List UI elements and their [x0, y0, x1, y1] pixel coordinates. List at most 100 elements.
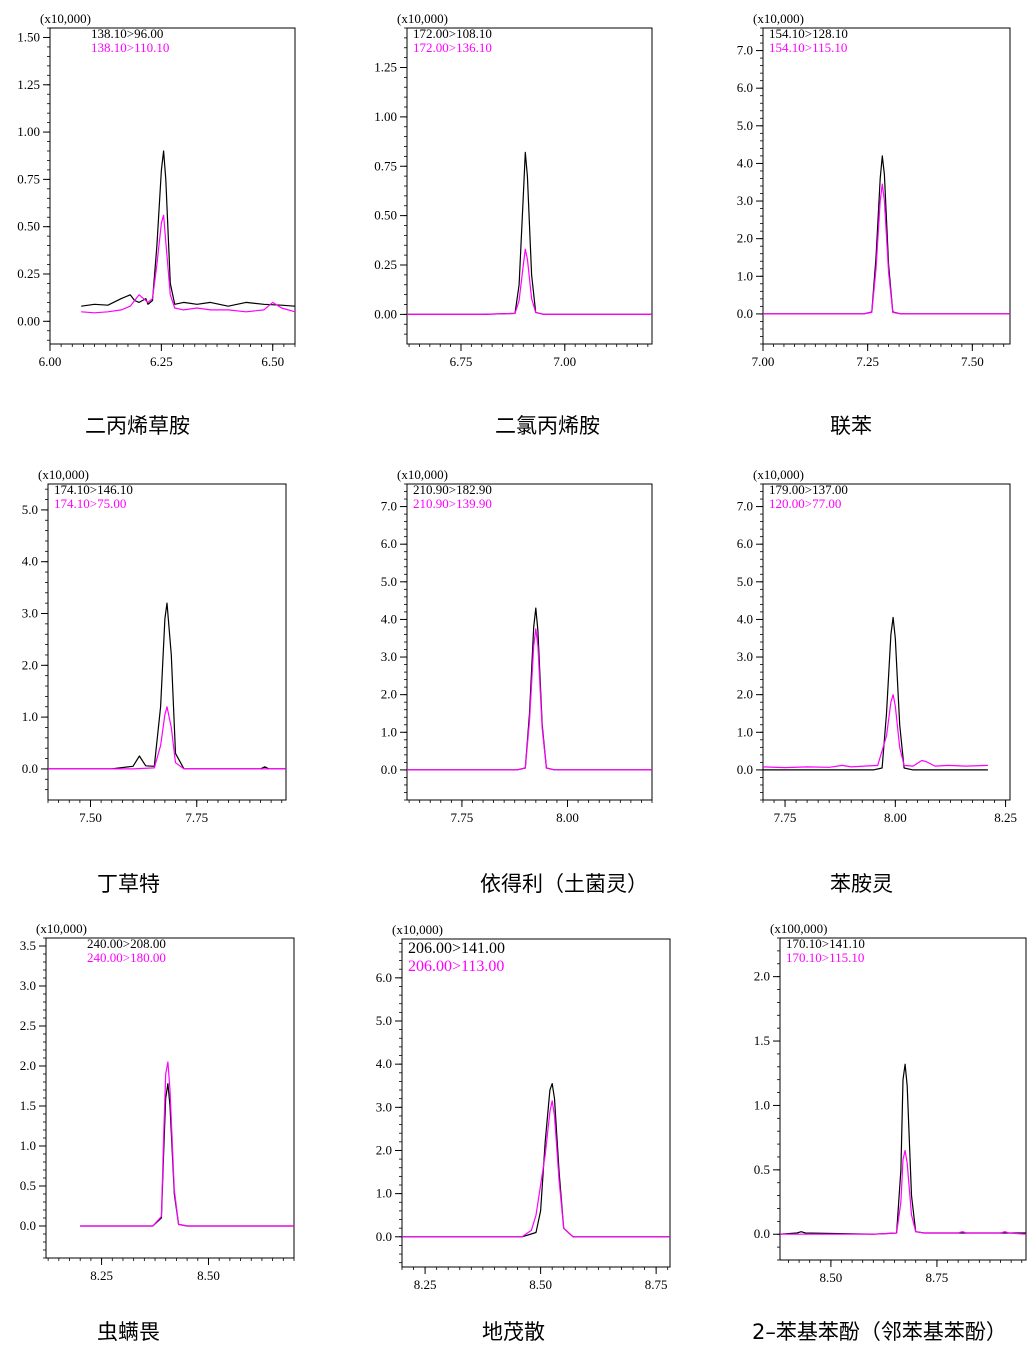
y-tick-label: 0.0 — [737, 762, 753, 777]
y-tick-label: 5.0 — [22, 502, 38, 517]
y-tick-label: 0.75 — [17, 171, 40, 186]
plot-frame — [401, 938, 671, 1268]
legend-entry-1: 210.90>182.90 — [413, 482, 492, 497]
y-tick-label: 2.0 — [381, 687, 397, 702]
y-tick-label: 6.0 — [376, 970, 392, 985]
series-line-1 — [407, 607, 652, 771]
y-tick-label: 0.75 — [374, 158, 397, 173]
y-tick-label: 0.00 — [17, 313, 40, 328]
y-tick-label: 3.0 — [22, 606, 38, 621]
y-tick-label: 1.00 — [374, 109, 397, 124]
series-line-1 — [407, 151, 652, 315]
legend-entry-1: 138.10>96.00 — [91, 26, 163, 41]
x-tick-label: 8.50 — [529, 1277, 552, 1292]
legend-entry-1: 206.00>141.00 — [408, 940, 505, 957]
series-line-2 — [407, 628, 652, 771]
y-tick-label: 2.0 — [376, 1142, 392, 1157]
y-tick-label: 2.0 — [22, 657, 38, 672]
legend-entry-1: 240.00>208.00 — [87, 936, 166, 951]
x-tick-label: 7.25 — [856, 354, 879, 369]
y-tick-label: 6.0 — [737, 80, 753, 95]
chart-svg-1: 6.00 6.25 6.50 0.00 0.25 0.50 0.75 1.00 1.25 1.50… — [17, 11, 296, 369]
legend-entry-2: 154.10>115.10 — [769, 40, 847, 55]
x-tick-label: 7.75 — [451, 810, 474, 825]
y-tick-label: 0.5 — [754, 1162, 770, 1177]
y-tick-label: 1.0 — [737, 268, 753, 283]
plot-frame — [779, 937, 1027, 1261]
legend-entry-1: 174.10>146.10 — [54, 482, 133, 497]
y-tick-label: 4.0 — [737, 611, 753, 626]
legend-entry-2: 120.00>77.00 — [769, 496, 841, 511]
series-line-2 — [780, 1149, 1027, 1235]
legend-entry-2: 174.10>75.00 — [54, 496, 126, 511]
y-tick-label: 5.0 — [381, 574, 397, 589]
x-tick-label: 6.00 — [39, 354, 62, 369]
chromatogram-panel-4: 7.50 7.75 0.0 1.0 2.0 3.0 4.0 5.0 (x10,000) 174.1… — [0, 458, 340, 903]
chart-caption-6: 苯胺灵 — [830, 872, 893, 896]
y-scale-label: (x10,000) — [753, 11, 804, 26]
series-line-1 — [779, 1063, 1026, 1235]
chart-svg-8: 8.25 8.50 8.75 0.0 1.0 2.0 3.0 4.0 5.0 6.0 (x10,00… — [376, 922, 671, 1292]
y-tick-label: 0.0 — [737, 306, 753, 321]
legend-entry-1: 154.10>128.10 — [769, 26, 848, 41]
y-tick-label: 3.0 — [737, 193, 753, 208]
y-scale-label: (x10,000) — [397, 11, 448, 26]
legend-entry-1: 170.10>141.10 — [786, 936, 865, 951]
y-tick-label: 0.5 — [20, 1178, 36, 1193]
y-tick-label: 5.0 — [376, 1013, 392, 1028]
chromatogram-panel-6: 7.75 8.00 8.25 0.0 1.0 2.0 3.0 4.0 5.0 6.0 7.0 (x10… — [700, 458, 1031, 903]
y-tick-label: 3.0 — [20, 978, 36, 993]
y-tick-label: 6.0 — [381, 536, 397, 551]
y-tick-label: 3.5 — [20, 938, 36, 953]
y-tick-label: 5.0 — [737, 574, 753, 589]
series-line-2 — [48, 706, 286, 770]
y-tick-label: 2.0 — [737, 687, 753, 702]
y-tick-label: 0.00 — [374, 306, 397, 321]
y-tick-label: 2.0 — [20, 1058, 36, 1073]
chart-caption-7: 虫螨畏 — [97, 1320, 160, 1344]
y-tick-label: 7.0 — [381, 499, 397, 514]
plot-frame — [406, 483, 653, 801]
chart-svg-6: 7.75 8.00 8.25 0.0 1.0 2.0 3.0 4.0 5.0 6.0 7.0 (x10… — [737, 467, 1017, 825]
y-tick-label: 3.0 — [381, 649, 397, 664]
y-tick-label: 7.0 — [737, 499, 753, 514]
x-tick-label: 8.25 — [90, 1268, 113, 1283]
y-tick-label: 7.0 — [737, 43, 753, 58]
plot-frame — [406, 27, 653, 345]
chart-caption-1: 二丙烯草胺 — [85, 414, 190, 438]
y-tick-label: 4.0 — [22, 554, 38, 569]
series-line-1 — [763, 616, 988, 771]
chart-svg-3: 7.00 7.25 7.50 0.0 1.0 2.0 3.0 4.0 5.0 6.0 7.0 (x10… — [737, 11, 1011, 369]
chart-caption-2: 二氯丙烯胺 — [495, 414, 600, 438]
chart-caption-9: 2–苯基苯酚（邻苯基苯酚） — [752, 1320, 1007, 1344]
x-tick-label: 7.00 — [553, 354, 576, 369]
legend-entry-2: 170.10>115.10 — [786, 950, 864, 965]
plot-frame — [762, 27, 1011, 345]
chromatogram-panel-8: 8.25 8.50 8.75 0.0 1.0 2.0 3.0 4.0 5.0 6.0 (x10,00… — [345, 916, 685, 1352]
y-tick-label: 5.0 — [737, 118, 753, 133]
series-line-2 — [402, 1100, 670, 1238]
series-line-2 — [763, 183, 1010, 315]
legend-entry-2: 240.00>180.00 — [87, 950, 166, 965]
chromatogram-panel-7: 8.25 8.50 0.0 0.5 1.0 1.5 2.0 2.5 3.0 3.5 (x10,000… — [0, 916, 340, 1352]
chart-svg-2: 6.75 7.00 0.00 0.25 0.50 0.75 1.00 1.25 (x10,000… — [374, 11, 653, 369]
y-tick-label: 1.5 — [754, 1033, 770, 1048]
series-line-2 — [407, 248, 652, 315]
chromatogram-panel-2: 6.75 7.00 0.00 0.25 0.50 0.75 1.00 1.25 (x10,000… — [345, 0, 685, 445]
legend-entry-2: 206.00>113.00 — [408, 958, 504, 975]
chart-svg-7: 8.25 8.50 0.0 0.5 1.0 1.5 2.0 2.5 3.0 3.5(x10,000… — [20, 921, 295, 1283]
chromatogram-panel-9: 8.50 8.75 0.0 0.5 1.0 1.5 2.0 (x100,000) 170.10>… — [700, 916, 1031, 1352]
y-tick-label: 1.0 — [381, 724, 397, 739]
plot-frame — [47, 483, 287, 801]
y-tick-label: 0.50 — [17, 219, 40, 234]
legend-entry-2: 138.10>110.10 — [91, 40, 169, 55]
y-tick-label: 6.0 — [737, 536, 753, 551]
y-scale-label: (x100,000) — [770, 921, 827, 936]
series-line-1 — [81, 150, 296, 307]
chart-caption-4: 丁草特 — [97, 872, 160, 896]
y-tick-label: 2.0 — [737, 231, 753, 246]
y-tick-label: 3.0 — [737, 649, 753, 664]
x-tick-label: 8.00 — [556, 810, 579, 825]
chart-caption-5: 依得利（土菌灵） — [480, 872, 648, 896]
y-tick-label: 4.0 — [381, 611, 397, 626]
